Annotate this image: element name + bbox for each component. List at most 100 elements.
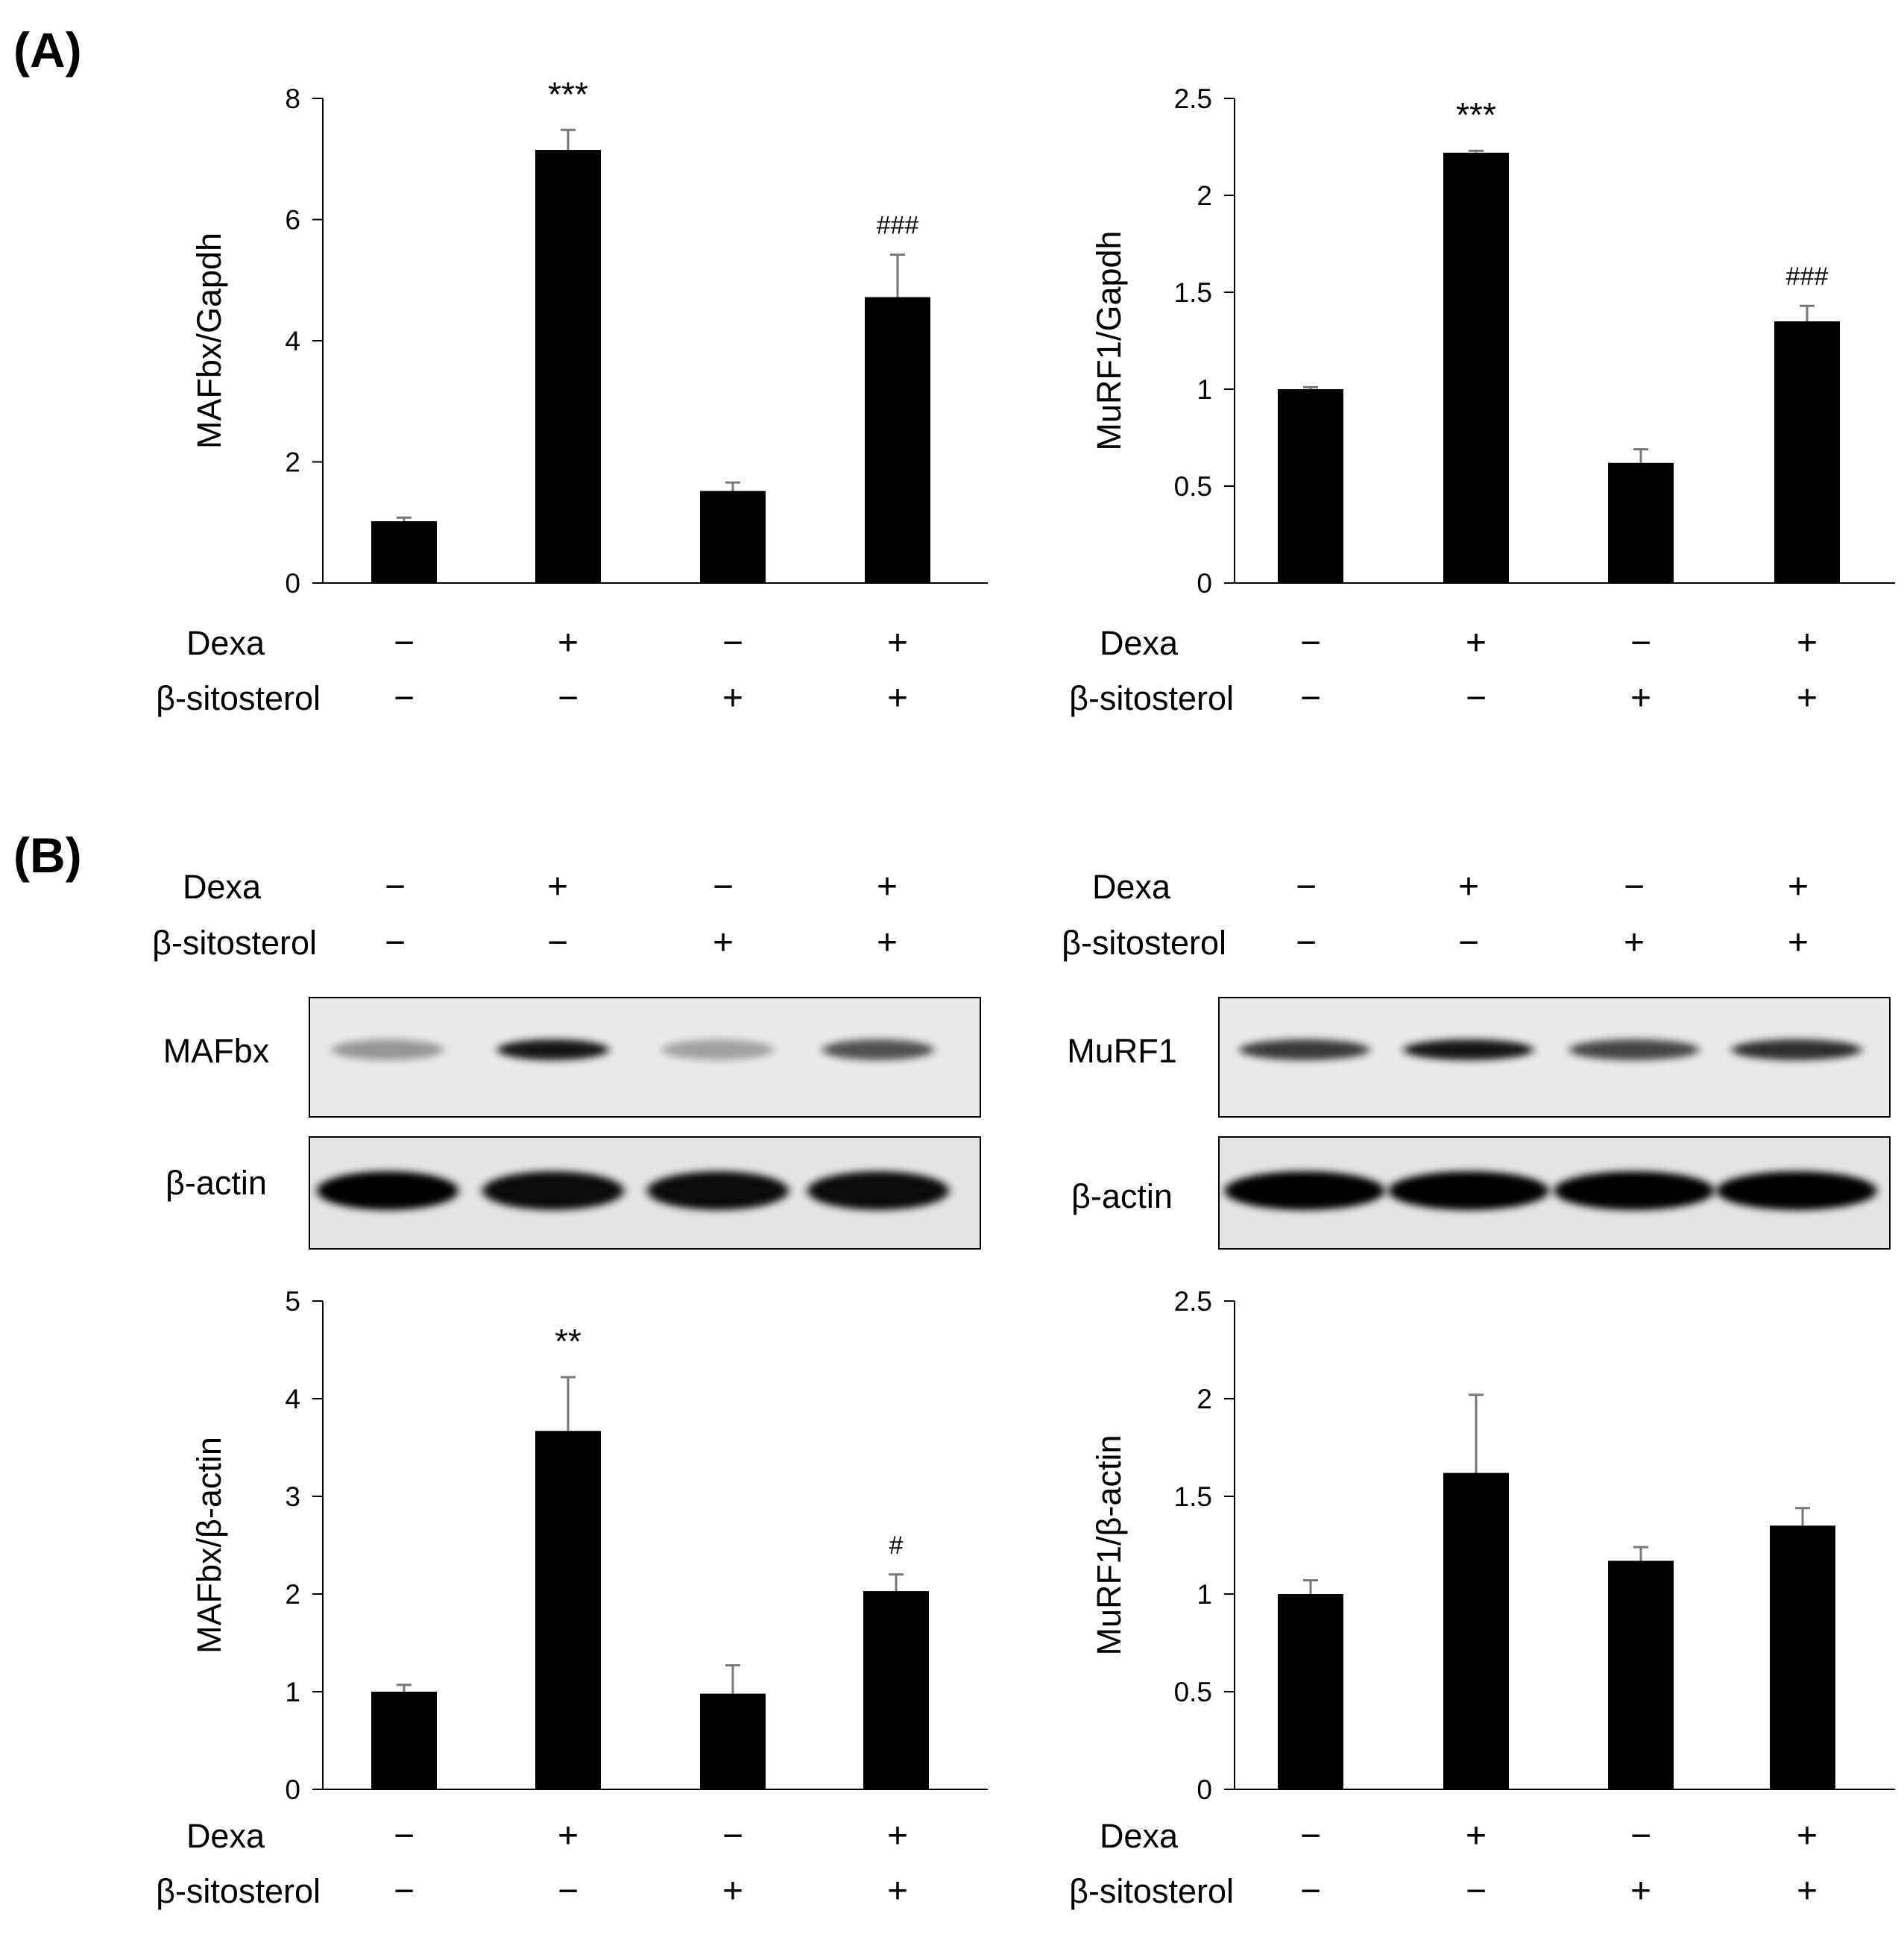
blot-target-band [1731, 1039, 1862, 1060]
y-tick-label: 6 [285, 205, 300, 236]
sitosterol-sign: + [722, 1871, 743, 1911]
dexa-sign: + [1797, 1816, 1818, 1856]
y-tick-label: 8 [285, 84, 300, 114]
condition-table-1: Dexa β-sitosterol − − + − − + + + [156, 623, 908, 718]
condition-table-5: Dexa β-sitosterol − − + − − + + + [156, 1816, 908, 1911]
dexa-sign: − [385, 867, 406, 907]
y-tick-label: 1.5 [1174, 1481, 1212, 1512]
dexa-sign: + [558, 623, 579, 663]
y-tick-label: 1 [1197, 1579, 1212, 1610]
dexa-sign: − [1300, 1816, 1321, 1856]
sitosterol-row-label: β-sitosterol [1069, 679, 1234, 717]
sitosterol-sign: + [722, 678, 743, 718]
y-axis-label: MAFbx/β-actin [190, 1437, 228, 1654]
sitosterol-sign: − [394, 1871, 414, 1911]
bar [1608, 1560, 1674, 1789]
blot-target-band [662, 1039, 774, 1060]
sitosterol-row-label: β-sitosterol [152, 924, 317, 962]
sitosterol-sign: − [1300, 678, 1321, 718]
dexa-sign: + [547, 867, 568, 907]
dexa-row-label: Dexa [186, 624, 265, 662]
y-tick-label: 3 [285, 1481, 300, 1512]
bar [1443, 1472, 1509, 1789]
significance-label: # [889, 1531, 904, 1560]
blot-control-band [482, 1171, 624, 1210]
sitosterol-sign: + [887, 678, 908, 718]
y-axis-label: MuRF1/Gapdh [1090, 230, 1128, 450]
blot-control-band [647, 1171, 789, 1210]
blot-target-band [1239, 1039, 1370, 1060]
condition-tables: Dexa β-sitosterol − − + − − + + + Dexa β-sitosterol… [152, 623, 1818, 1911]
y-tick-label: 4 [285, 326, 300, 356]
y-tick-label: 4 [285, 1384, 300, 1414]
sitosterol-sign: + [1788, 923, 1809, 963]
panel-label-a: (A) [13, 22, 82, 78]
dexa-sign: − [1630, 623, 1651, 663]
bar [700, 491, 766, 583]
y-tick-label: 2 [1197, 1384, 1212, 1414]
chart-3: 0 1 2 3 4 5 MAFbx/β-actin ** # [190, 1286, 988, 1805]
sitosterol-sign: − [1300, 1871, 1321, 1911]
sitosterol-sign: − [1458, 923, 1479, 963]
sitosterol-sign: − [558, 1871, 579, 1911]
y-tick-label: 2.5 [1174, 1286, 1212, 1317]
dexa-sign: − [1630, 1816, 1651, 1856]
blot-control-label: β-actin [166, 1164, 267, 1202]
bar [1443, 152, 1509, 584]
blot-target-band [1403, 1039, 1534, 1060]
sitosterol-row-label: β-sitosterol [156, 1872, 321, 1910]
dexa-sign: + [1458, 867, 1479, 907]
y-tick-label: 1 [1197, 374, 1212, 405]
significance-label: ### [1786, 262, 1829, 291]
bar [700, 1693, 766, 1789]
chart-4: 0 0.5 1 1.5 2 2.5 MuRF1/β-actin [1090, 1286, 1895, 1805]
dexa-row-label: Dexa [1100, 624, 1179, 662]
y-axis-label: MAFbx/Gapdh [190, 233, 228, 449]
significance-label: ** [555, 1322, 581, 1361]
y-tick-label: 2.5 [1174, 84, 1212, 114]
sitosterol-sign: − [547, 923, 568, 963]
sitosterol-sign: + [1797, 678, 1818, 718]
dexa-sign: − [1300, 623, 1321, 663]
blot-control-band [1388, 1171, 1549, 1210]
bar [865, 297, 930, 583]
y-axis-label: MuRF1/β-actin [1090, 1435, 1128, 1656]
blot-control-band [1716, 1171, 1877, 1210]
sitosterol-sign: − [385, 923, 406, 963]
dexa-sign: + [1797, 623, 1818, 663]
sitosterol-sign: + [1624, 923, 1645, 963]
blot-target-band [822, 1039, 934, 1060]
y-tick-label: 0.5 [1174, 471, 1212, 502]
sitosterol-sign: + [1630, 1871, 1651, 1911]
bar [371, 521, 437, 583]
y-tick-label: 0 [285, 568, 300, 599]
dexa-row-label: Dexa [183, 868, 262, 906]
blot-left: MAFbx β-actin [163, 997, 981, 1250]
western-blots: MAFbx β-actin MuRF1 β-actin [163, 997, 1891, 1250]
blot-target-band [332, 1039, 444, 1060]
sitosterol-sign: + [877, 923, 898, 963]
y-tick-label: 0 [285, 1774, 300, 1805]
bar [1278, 389, 1343, 583]
significance-label: *** [548, 75, 588, 113]
bar [863, 1591, 929, 1789]
bar [1278, 1594, 1343, 1789]
blot-target-label: MAFbx [163, 1032, 270, 1070]
blot-control-label: β-actin [1071, 1177, 1173, 1215]
dexa-sign: − [722, 623, 743, 663]
sitosterol-sign: − [558, 678, 579, 718]
blot-control-band [807, 1171, 949, 1210]
dexa-sign: + [558, 1816, 579, 1856]
significance-label: *** [1456, 95, 1496, 134]
dexa-row-label: Dexa [186, 1817, 265, 1855]
bar [1770, 1525, 1835, 1789]
significance-label: ### [877, 212, 919, 240]
dexa-sign: + [1466, 623, 1487, 663]
blot-target-band [497, 1039, 609, 1060]
bar [371, 1692, 437, 1789]
blot-target-band [1569, 1039, 1700, 1060]
dexa-sign: − [394, 1816, 414, 1856]
dexa-row-label: Dexa [1100, 1817, 1179, 1855]
sitosterol-row-label: β-sitosterol [156, 679, 321, 717]
